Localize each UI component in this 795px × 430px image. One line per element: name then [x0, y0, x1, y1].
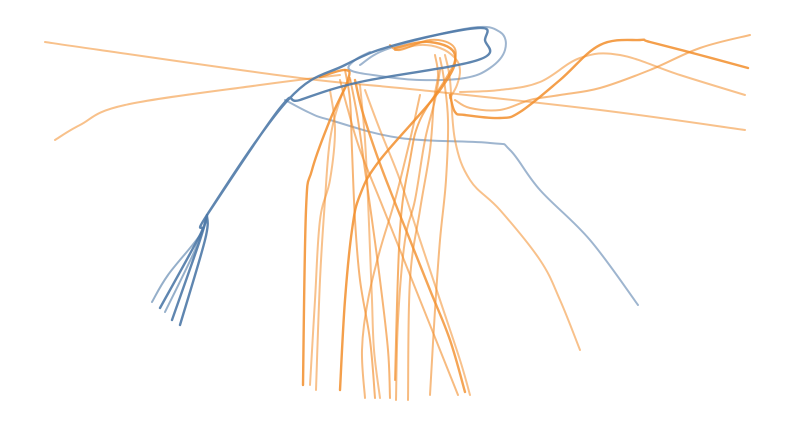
series-line-orange-11 [338, 40, 457, 392]
series-line-orange-25 [360, 94, 421, 399]
series-line-orange-13 [344, 69, 376, 399]
series-line-orange-19 [444, 54, 581, 351]
series-line-orange-24 [364, 89, 471, 396]
series-line-orange-22 [359, 84, 381, 399]
series-line-orange-21 [309, 89, 336, 386]
series-line-orange-28 [459, 52, 746, 96]
series-line-orange-15 [353, 78, 467, 394]
series-line-orange-27 [448, 38, 750, 120]
series-line-blue-3 [178, 213, 209, 327]
series-line-orange-12 [301, 68, 351, 387]
series-line-orange-23 [315, 79, 351, 391]
series-line-orange-8 [44, 41, 746, 131]
series-group [44, 25, 751, 401]
series-line-orange-17 [407, 54, 440, 401]
series-line-orange-16 [339, 79, 459, 396]
series-line-orange-9 [54, 74, 341, 141]
series-line-orange-26 [454, 34, 751, 112]
series-line-orange-20 [395, 69, 441, 401]
series-line-blue-7 [284, 99, 639, 306]
series-line-blue-2 [170, 213, 209, 322]
series-line-orange-14 [349, 77, 391, 399]
